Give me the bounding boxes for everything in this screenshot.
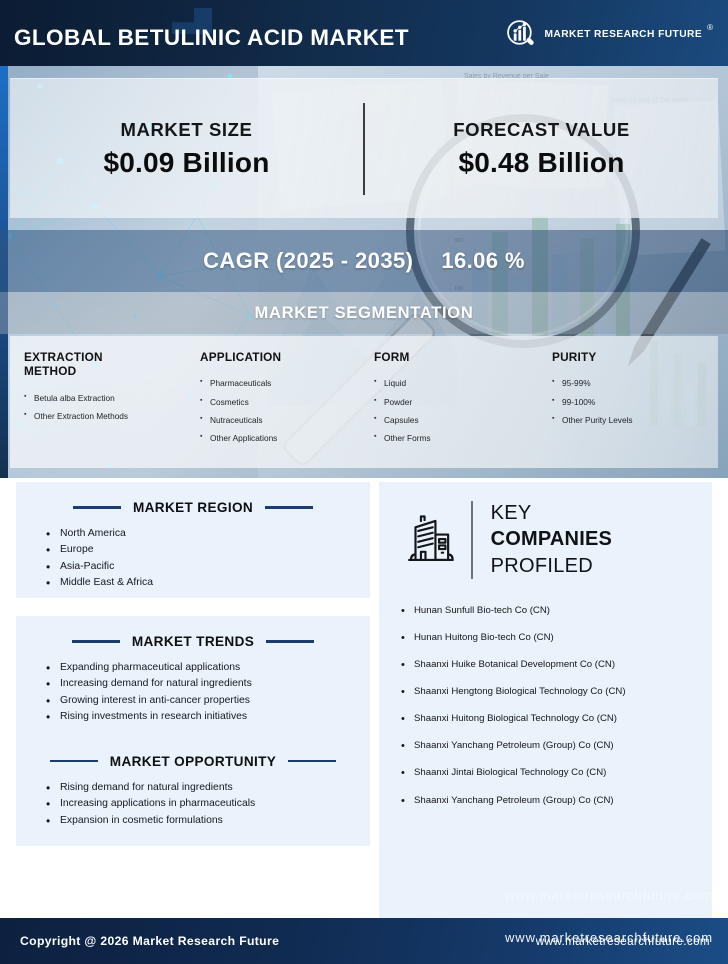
list-item: Increasing applications in pharmaceutica… [46,795,370,814]
segment-item: Other Applications [200,432,366,444]
list-item: Europe [46,541,370,560]
hero-section: Sales by Revenue per Sale Sales by day o… [0,66,728,478]
segment-item: Cosmetics [200,396,366,408]
stat-market-size-value: $0.09 Billion [103,146,270,178]
list-item: North America [46,525,370,544]
segment-item: 95-99% [552,377,718,389]
market-trends-opportunity-card: MARKET TRENDS Expanding pharmaceutical a… [16,616,370,846]
segment-item: Other Extraction Methods [24,410,190,422]
segment-item-list: 95-99% 99-100% Other Purity Levels [552,377,718,426]
list-item: Shaanxi Huike Botanical Development Co (… [401,650,649,681]
segment-item: Capsules [374,414,540,426]
market-opportunity-list: Rising demand for natural ingredients In… [46,779,370,831]
segment-column-purity: PURITY 95-99% 99-100% Other Purity Level… [540,350,718,468]
segment-title: PURITY [552,350,597,364]
heading-line-companies: COMPANIES [490,528,613,551]
stat-market-size-label: MARKET SIZE [120,118,253,140]
page-header: GLOBAL BETULINIC ACID MARKET MARKET RESE… [0,0,728,66]
footer-copyright: Copyright @ 2026 Market Research Future [20,934,280,948]
list-item: Shaanxi Huitong Biological Technology Co… [401,704,649,735]
market-opportunity-header: MARKET OPPORTUNITY [16,726,370,769]
key-companies-header: KEY COMPANIES PROFILED [379,482,712,579]
segment-item: Liquid [374,377,540,389]
cagr-value: 16.06 % [441,248,525,273]
market-segmentation-title: MARKET SEGMENTATION [254,303,474,322]
segment-item: Other Purity Levels [552,414,718,426]
list-item: Shaanxi Yanchang Petroleum (Group) Co (C… [401,785,649,816]
heading-line-key: KEY [490,502,532,524]
brand-logo-text: MARKET RESEARCH FUTURE [544,28,703,40]
market-segmentation-band: MARKET SEGMENTATION [0,292,728,334]
segment-title: APPLICATION [200,350,282,364]
segment-column-form: FORM Liquid Powder Capsules Other Forms [366,350,540,468]
list-item: Shaanxi Hengtong Biological Technology C… [401,677,649,708]
list-item: Shaanxi Jintai Biological Technology Co … [401,758,649,789]
market-region-header: MARKET REGION [16,482,370,515]
lower-content-section: MARKET REGION North America Europe Asia-… [0,478,728,918]
stat-forecast-value-label: FORECAST VALUE [453,118,630,140]
brand-logo: MARKET RESEARCH FUTURE ® [505,17,714,51]
stat-market-size: MARKET SIZE $0.09 Billion [10,119,363,179]
segment-item-list: Pharmaceuticals Cosmetics Nutraceuticals… [200,377,366,444]
segment-item: Powder [374,396,540,408]
decorative-dash-left [72,506,121,509]
page-footer: Copyright @ 2026 Market Research Future … [0,918,728,964]
list-item: Rising investments in research initiativ… [46,708,370,727]
segment-item-list: Liquid Powder Capsules Other Forms [374,377,540,444]
decorative-dash-right [265,506,314,509]
segment-title: EXTRACTION METHOD [24,350,103,379]
key-stats-panel: MARKET SIZE $0.09 Billion FORECAST VALUE… [10,78,718,218]
svg-text:0: 0 [458,310,461,316]
heading-line-profiled: PROFILED [490,554,594,577]
list-item: Shaanxi Yanchang Petroleum (Group) Co (C… [401,731,649,762]
market-trends-header: MARKET TRENDS [16,616,370,649]
decorative-dash-left [49,760,98,763]
magnifier-bar-chart-logo-icon [505,18,538,51]
market-segmentation-panel: EXTRACTION METHOD Betula alba Extraction… [10,336,718,468]
office-building-icon [401,511,459,569]
market-trends-list: Expanding pharmaceutical applications In… [46,659,370,728]
segment-title: FORM [374,350,410,364]
market-region-card: MARKET REGION North America Europe Asia-… [16,482,370,598]
market-region-title: MARKET REGION [132,500,254,515]
decorative-dash-left [71,640,120,643]
key-companies-heading: KEY COMPANIES PROFILED [491,500,612,579]
list-item: Growing interest in anti-cancer properti… [46,692,370,711]
stat-forecast-value-value: $0.48 Billion [458,146,625,178]
list-item: Expansion in cosmetic formulations [46,812,370,831]
segment-item: Pharmaceuticals [200,377,366,389]
segment-column-extraction-method: EXTRACTION METHOD Betula alba Extraction… [10,350,190,468]
segment-item: Nutraceuticals [200,414,366,426]
footer-url[interactable]: www.marketresearchfuture.com [535,935,710,948]
cagr-label: CAGR (2025 - 2035) [203,248,414,273]
svg-text:Sales by Revenue per Sale: Sales by Revenue per Sale [464,73,549,80]
segment-item: 99-100% [552,396,718,408]
stats-divider [363,102,365,195]
stat-forecast-value: FORECAST VALUE $0.48 Billion [365,119,718,179]
segment-item: Other Forms [374,432,540,444]
segment-item: Betula alba Extraction [24,392,190,404]
list-item: Asia-Pacific [46,558,370,577]
key-companies-card: KEY COMPANIES PROFILED Hunan Sunfull Bio… [379,482,712,918]
market-opportunity-title: MARKET OPPORTUNITY [109,753,277,769]
list-item: Middle East & Africa [46,574,370,593]
page-title: GLOBAL BETULINIC ACID MARKET [14,25,409,50]
list-item: Hunan Sunfull Bio-tech Co (CN) [401,596,649,627]
market-trends-title: MARKET TRENDS [131,634,255,649]
key-companies-list: Hunan Sunfull Bio-tech Co (CN) Hunan Hui… [401,596,712,816]
market-region-list: North America Europe Asia-Pacific Middle… [46,525,370,594]
header-divider [471,500,473,579]
segment-item-list: Betula alba Extraction Other Extraction … [24,392,190,422]
cagr-band: CAGR (2025 - 2035) 16.06 % [0,230,728,292]
list-item: Hunan Huitong Bio-tech Co (CN) [401,623,649,654]
list-item: Expanding pharmaceutical applications [46,659,370,678]
list-item: Increasing demand for natural ingredient… [46,675,370,694]
decorative-dash-right [266,640,315,643]
list-item: Rising demand for natural ingredients [46,779,370,798]
registered-trademark-icon: ® [707,22,713,32]
segment-column-application: APPLICATION Pharmaceuticals Cosmetics Nu… [190,350,366,468]
decorative-dash-right [288,760,337,763]
